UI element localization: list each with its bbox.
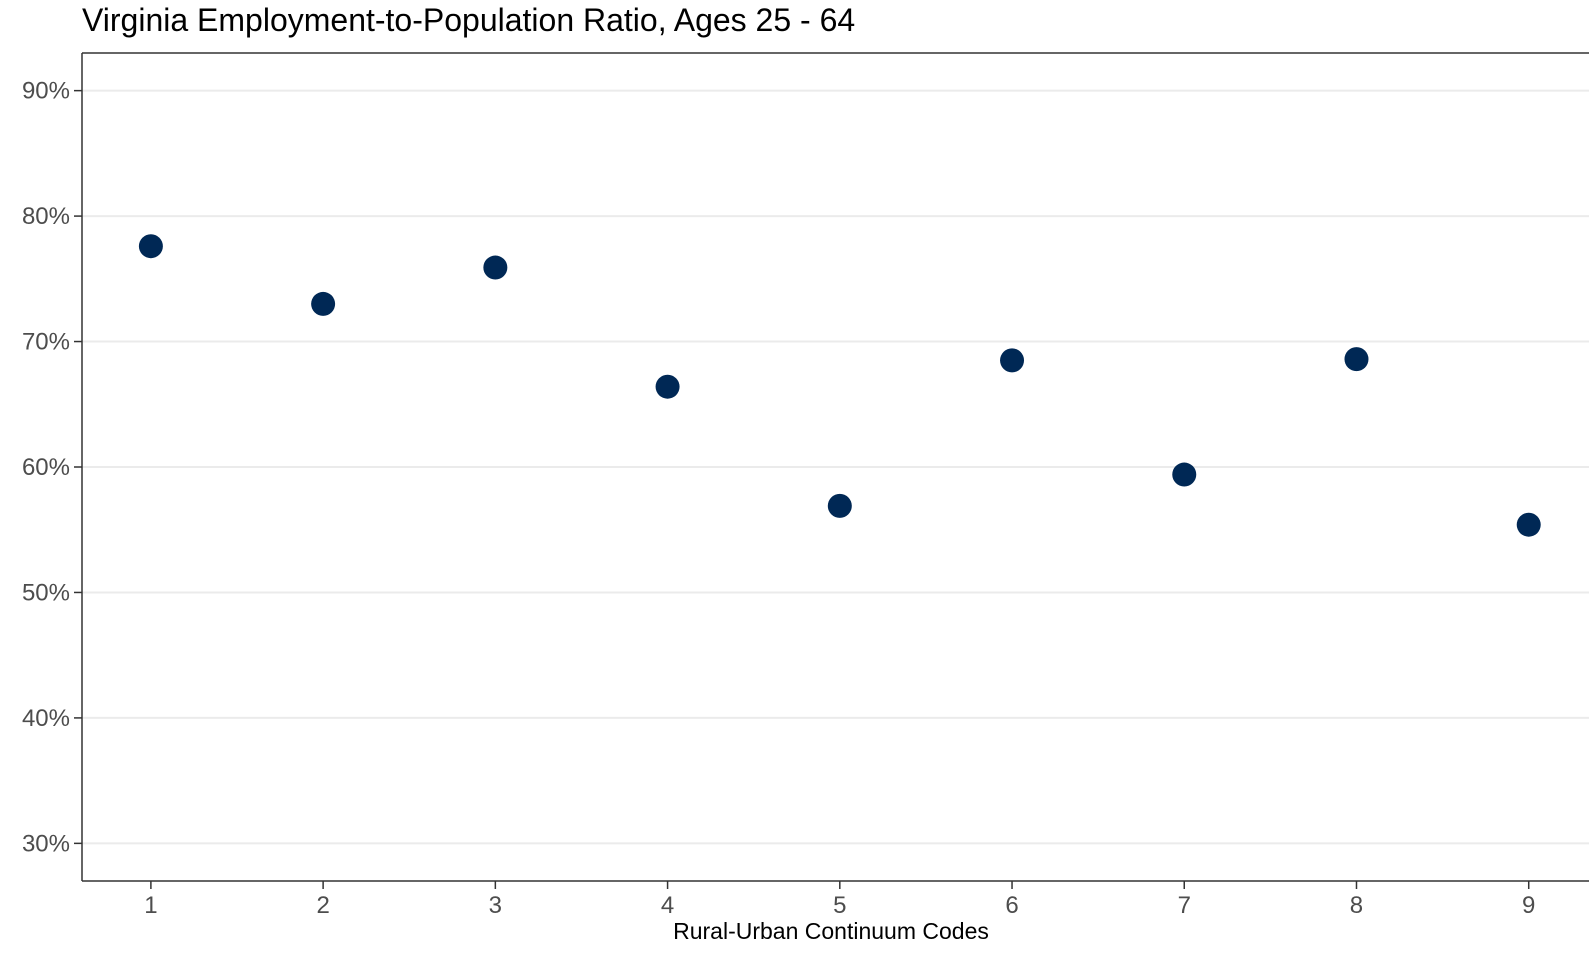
data-points	[138, 234, 1541, 537]
x-tick-label: 7	[1178, 892, 1191, 919]
x-tick-label: 9	[1522, 892, 1535, 919]
y-tick-label: 90%	[22, 78, 70, 105]
data-point	[311, 291, 336, 316]
y-tick-label: 80%	[22, 203, 70, 230]
x-tick-label: 4	[661, 892, 674, 919]
x-tick-label: 1	[144, 892, 157, 919]
x-tick-label: 5	[833, 892, 846, 919]
x-tick-label: 6	[1005, 892, 1018, 919]
y-tick-label: 50%	[22, 579, 70, 606]
y-tick-label: 70%	[22, 329, 70, 356]
data-point	[483, 255, 508, 280]
y-axis-ticks: 30% 40% 50% 60% 70% 80% 90%	[22, 78, 82, 857]
gridlines	[82, 89, 1589, 845]
x-axis-ticks: 1 2 3 4 5 6 7 8 9	[144, 881, 1535, 919]
x-tick-label: 3	[489, 892, 502, 919]
y-tick-label: 60%	[22, 454, 70, 481]
y-tick-label: 40%	[22, 705, 70, 732]
data-point	[1516, 512, 1541, 537]
data-point	[1344, 347, 1369, 372]
x-tick-label: 8	[1350, 892, 1363, 919]
data-point	[655, 374, 680, 399]
data-point	[138, 234, 163, 259]
x-axis-label: Rural-Urban Continuum Codes	[673, 918, 989, 944]
data-point	[1000, 348, 1025, 373]
y-tick-label: 30%	[22, 830, 70, 857]
data-point	[1172, 462, 1197, 487]
data-point	[827, 493, 852, 518]
chart-title: Virginia Employment-to-Population Ratio,…	[82, 2, 856, 38]
x-tick-label: 2	[316, 892, 329, 919]
